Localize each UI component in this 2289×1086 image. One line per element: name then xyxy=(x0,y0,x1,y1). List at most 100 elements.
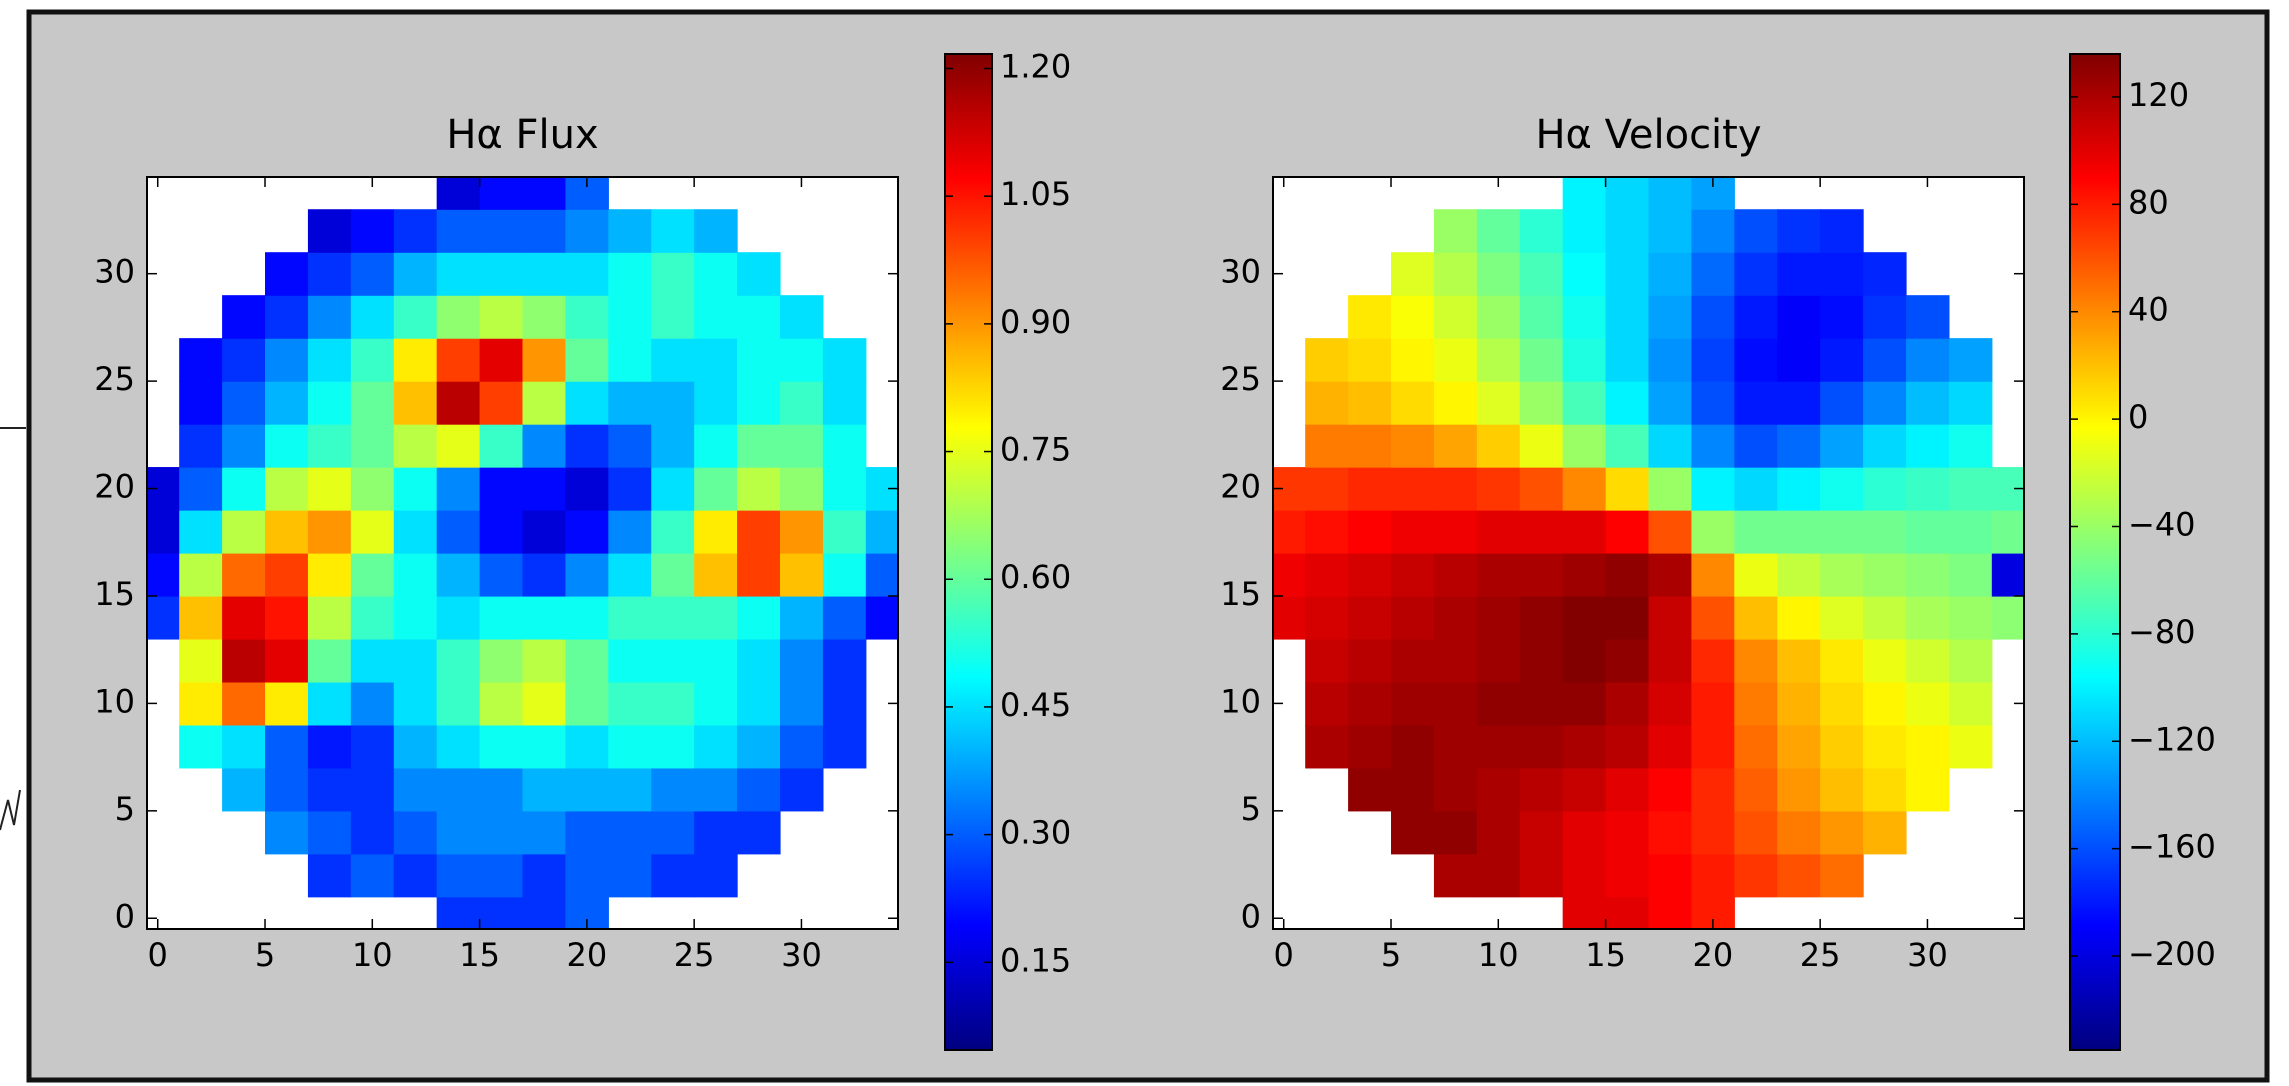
heatmap-cell xyxy=(1991,553,2024,597)
heatmap-cell xyxy=(1476,338,1521,382)
heatmap-cell xyxy=(265,510,309,554)
heatmap-cell xyxy=(1777,724,1821,769)
heatmap-cell xyxy=(1391,638,1435,683)
heatmap-cell xyxy=(147,595,180,640)
heatmap-cell xyxy=(265,338,309,382)
heatmap-cell xyxy=(393,553,438,597)
heatmap-cell xyxy=(307,853,352,898)
heatmap-cell xyxy=(522,209,567,253)
heatmap-cell xyxy=(608,252,652,296)
heatmap-cell xyxy=(1905,510,1950,554)
heatmap-cell xyxy=(307,252,352,296)
heatmap-cell xyxy=(651,724,695,769)
x-tick-label: 10 xyxy=(352,936,393,974)
heatmap-cell xyxy=(307,295,352,339)
heatmap-cell xyxy=(565,424,609,468)
heatmap-cell xyxy=(436,467,481,511)
heatmap-cell xyxy=(436,681,481,726)
heatmap-cell xyxy=(1691,252,1735,296)
heatmap-cell xyxy=(737,767,781,812)
heatmap-cell xyxy=(1519,681,1564,726)
x-tick-label: 5 xyxy=(255,936,275,974)
heatmap-cell xyxy=(1391,424,1435,468)
heatmap-cell xyxy=(1605,767,1650,812)
heatmap-cell xyxy=(307,724,352,769)
heatmap-cell xyxy=(436,424,481,468)
heatmap-cell xyxy=(393,295,438,339)
heatmap-cell xyxy=(1648,510,1693,554)
stray-mark xyxy=(0,789,21,831)
heatmap-cell xyxy=(1777,209,1821,253)
heatmap-cell xyxy=(307,595,352,640)
heatmap-cell xyxy=(1863,681,1907,726)
heatmap-cell xyxy=(651,681,695,726)
heatmap-cell xyxy=(1562,724,1607,769)
heatmap-cell xyxy=(1948,724,1993,769)
heatmap-cell xyxy=(522,853,567,898)
heatmap-cell xyxy=(522,510,567,554)
heatmap-cell xyxy=(651,510,695,554)
heatmap-cell xyxy=(393,510,438,554)
heatmap-cell xyxy=(651,209,695,253)
heatmap-cell xyxy=(1433,209,1478,253)
y-tick-label: 25 xyxy=(94,360,135,398)
heatmap-cell xyxy=(222,595,266,640)
heatmap-cell xyxy=(1648,767,1693,812)
heatmap-cell xyxy=(1391,381,1435,425)
heatmap-cell xyxy=(436,252,481,296)
heatmap-cell xyxy=(147,510,180,554)
heatmap-cell xyxy=(350,209,395,253)
heatmap-cell xyxy=(1734,724,1778,769)
heatmap-cell xyxy=(1777,853,1821,898)
heatmap-cell xyxy=(179,467,223,511)
heatmap-cell xyxy=(1948,381,1993,425)
heatmap-cell xyxy=(1519,638,1564,683)
heatmap-cell xyxy=(265,553,309,597)
heatmap-cell xyxy=(265,381,309,425)
heatmap-cell xyxy=(522,681,567,726)
heatmap-cell xyxy=(1734,853,1778,898)
y-tick-label: 10 xyxy=(94,682,135,720)
heatmap-cell xyxy=(1433,638,1478,683)
heatmap-cell xyxy=(779,638,824,683)
heatmap-cell xyxy=(1391,724,1435,769)
heatmap-cell xyxy=(1905,467,1950,511)
heatmap-cell xyxy=(1863,810,1907,855)
heatmap-cell xyxy=(822,638,867,683)
heatmap-cell xyxy=(565,252,609,296)
heatmap-cell xyxy=(1948,638,1993,683)
heatmap-cell xyxy=(651,553,695,597)
heatmap-cell xyxy=(1777,638,1821,683)
heatmap-cell xyxy=(822,595,867,640)
heatmap-cell xyxy=(1519,853,1564,898)
heatmap-cell xyxy=(1820,853,1864,898)
heatmap-cell xyxy=(522,424,567,468)
heatmap-cell xyxy=(608,810,652,855)
heatmap-cell xyxy=(1476,381,1521,425)
heatmap-cell xyxy=(479,295,524,339)
heatmap-cell xyxy=(694,638,738,683)
heatmap-cell xyxy=(1734,681,1778,726)
heatmap-cell xyxy=(479,381,524,425)
heatmap-cell xyxy=(393,810,438,855)
heatmap-cell xyxy=(1820,510,1864,554)
heatmap-cell xyxy=(1519,252,1564,296)
heatmap-cell xyxy=(822,338,867,382)
heatmap-cell xyxy=(436,724,481,769)
heatmap-cell xyxy=(694,853,738,898)
y-tick-label: 5 xyxy=(1241,790,1261,828)
heatmap-cell xyxy=(737,810,781,855)
heatmap-cell xyxy=(694,810,738,855)
heatmap-cell xyxy=(1562,810,1607,855)
heatmap-cell xyxy=(1605,424,1650,468)
heatmap-cell xyxy=(1734,510,1778,554)
heatmap-cell xyxy=(479,810,524,855)
heatmap-cell xyxy=(608,209,652,253)
heatmap-cell xyxy=(737,553,781,597)
heatmap-cell xyxy=(1562,467,1607,511)
heatmap-cell xyxy=(479,681,524,726)
heatmap-cell xyxy=(1562,177,1607,210)
heatmap-cell xyxy=(265,810,309,855)
heatmap-cell xyxy=(1273,510,1306,554)
heatmap-cell xyxy=(1777,467,1821,511)
